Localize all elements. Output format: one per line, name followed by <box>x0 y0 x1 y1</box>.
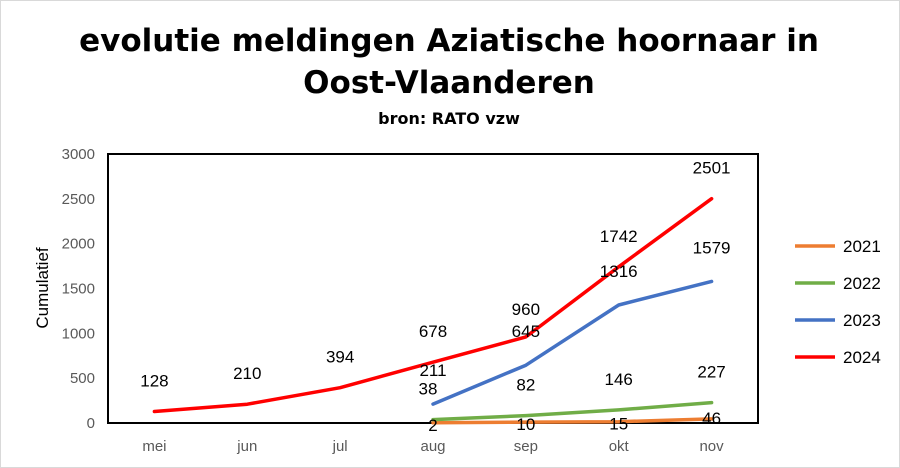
y-tick-label: 3000 <box>62 146 95 163</box>
legend: 2021 2022 2023 2024 <box>795 237 881 367</box>
data-label-2022: 227 <box>697 363 725 382</box>
legend-label-2021: 2021 <box>843 237 881 256</box>
series-line-2024 <box>152 196 714 414</box>
series-group <box>152 196 714 425</box>
x-tick-label: nov <box>699 438 724 455</box>
x-tick-label: mei <box>142 438 166 455</box>
legend-label-2024: 2024 <box>843 348 881 367</box>
series-line-2022 <box>431 400 714 422</box>
data-label-2024: 678 <box>419 322 447 341</box>
data-label-2024: 394 <box>326 348 354 367</box>
x-tick-label: jul <box>332 438 348 455</box>
data-label-2021: 15 <box>609 415 628 434</box>
data-label-2024: 960 <box>512 300 540 319</box>
data-label-2021: 46 <box>702 409 721 428</box>
y-tick-label: 2500 <box>62 191 95 208</box>
data-label-2022: 146 <box>605 370 633 389</box>
data-label-2023: 1579 <box>693 238 731 257</box>
data-label-2021: 10 <box>516 415 535 434</box>
y-tick-label: 1500 <box>62 281 95 298</box>
data-label-2024: 210 <box>233 364 261 383</box>
data-label-2024: 1742 <box>600 227 638 246</box>
data-label-2023: 645 <box>512 322 540 341</box>
y-tick-label: 0 <box>87 415 95 432</box>
chart-title-line2: Oost-Vlaanderen <box>303 65 595 101</box>
data-label-2022: 38 <box>419 380 438 399</box>
chart-title-line1: evolutie meldingen Aziatische hoornaar i… <box>79 23 819 59</box>
x-tick-group: mei jun jul aug sep okt nov <box>142 438 724 455</box>
y-tick-label: 1000 <box>62 325 95 342</box>
data-label-2021: 2 <box>428 416 437 435</box>
y-tick-label: 500 <box>70 370 95 387</box>
y-axis-label: Cumulatief <box>33 247 52 329</box>
data-label-2024: 128 <box>140 372 168 391</box>
series-line-2021 <box>431 417 714 425</box>
x-tick-label: aug <box>420 438 445 455</box>
x-tick-label: sep <box>514 438 538 455</box>
series-line-2023 <box>431 279 714 406</box>
x-tick-label: jun <box>236 438 257 455</box>
data-label-2023: 1316 <box>600 262 638 281</box>
data-label-2022: 82 <box>516 376 535 395</box>
data-label-2024: 2501 <box>693 159 731 178</box>
x-tick-label: okt <box>609 438 630 455</box>
chart-subtitle: bron: RATO vzw <box>378 109 520 128</box>
legend-label-2022: 2022 <box>843 274 881 293</box>
data-label-2023: 211 <box>419 361 446 380</box>
y-tick-label: 2000 <box>62 236 95 253</box>
legend-label-2023: 2023 <box>843 311 881 330</box>
y-tick-group: 0 500 1000 1500 2000 2500 3000 <box>62 146 95 432</box>
